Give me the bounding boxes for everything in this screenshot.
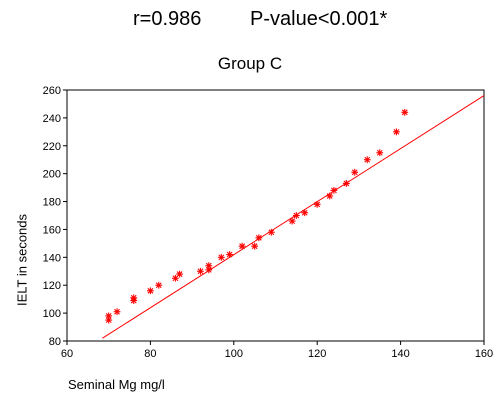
y-tick-label-260: 260 — [43, 85, 61, 97]
data-point — [226, 251, 234, 258]
data-point — [267, 228, 275, 236]
x-tick-label-60: 60 — [61, 348, 73, 360]
data-point — [288, 217, 296, 225]
data-point — [313, 200, 321, 208]
x-tick-label-140: 140 — [391, 348, 409, 360]
data-point — [255, 234, 263, 242]
plot-area-frame — [66, 89, 485, 342]
y-tick-label-160: 160 — [43, 224, 61, 236]
data-point — [130, 294, 138, 302]
data-point — [301, 209, 309, 217]
data-point — [147, 287, 154, 295]
p-value: P-value<0.001* — [250, 8, 388, 30]
data-point — [176, 270, 183, 278]
regression-line — [102, 95, 485, 339]
data-point — [393, 128, 400, 136]
y-tick-label-80: 80 — [49, 336, 61, 348]
data-point — [330, 187, 338, 194]
correlation-coefficient: r=0.986 — [133, 8, 202, 30]
data-point — [113, 308, 121, 316]
data-point — [217, 253, 225, 261]
data-point — [342, 180, 350, 187]
data-point — [172, 274, 179, 282]
data-point — [376, 149, 384, 157]
data-point — [401, 108, 409, 116]
x-axis-label: Seminal Mg mg/l — [68, 377, 165, 392]
y-tick-label-140: 140 — [43, 252, 61, 264]
y-tick-label-100: 100 — [43, 308, 61, 320]
data-point — [205, 262, 213, 270]
chart-title: Group C — [217, 54, 283, 73]
data-point — [292, 212, 300, 219]
y-tick-label-200: 200 — [43, 169, 61, 181]
data-point — [326, 192, 334, 200]
data-point — [238, 242, 246, 250]
y-tick-label-180: 180 — [43, 197, 61, 209]
data-point — [351, 168, 359, 176]
x-tick-label-80: 80 — [144, 348, 156, 360]
x-tick-label-160: 160 — [475, 348, 493, 360]
data-point — [197, 267, 204, 275]
data-point — [155, 281, 163, 289]
y-tick-label-220: 220 — [43, 141, 61, 153]
x-tick-label-120: 120 — [308, 348, 326, 360]
y-tick-label-120: 120 — [43, 280, 61, 292]
data-point — [363, 156, 371, 164]
y-tick-label-240: 240 — [43, 113, 61, 125]
data-point — [251, 242, 259, 250]
data-point — [105, 316, 113, 324]
x-tick-label-100: 100 — [225, 348, 243, 360]
